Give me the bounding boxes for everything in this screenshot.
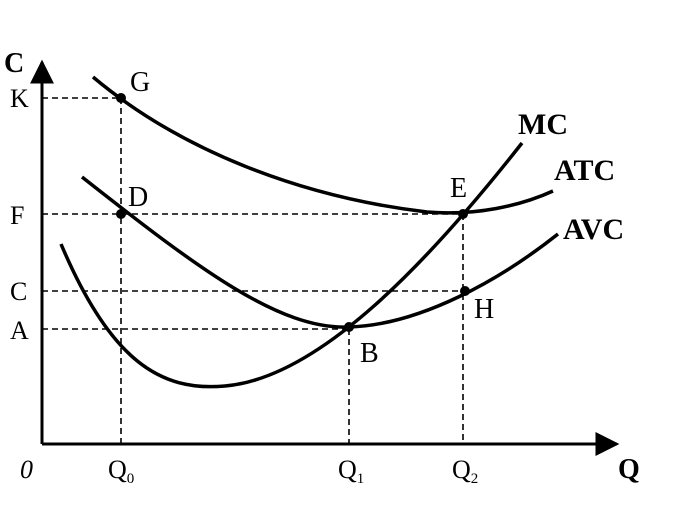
y-axis-label: C xyxy=(4,48,24,79)
x-axis-label: Q xyxy=(618,454,640,485)
point-b-label: B xyxy=(360,338,379,369)
point-b-dot xyxy=(344,322,354,332)
point-h-label: H xyxy=(474,294,494,325)
origin-label: 0 xyxy=(20,455,33,484)
point-e-dot xyxy=(458,209,468,219)
atc-curve xyxy=(91,75,554,215)
mc-curve xyxy=(59,141,524,389)
point-h-dot xyxy=(460,286,470,296)
mc-label: MC xyxy=(518,108,568,141)
y-tick-c: C xyxy=(10,277,27,306)
y-tick-k: K xyxy=(10,84,29,113)
points xyxy=(116,93,470,332)
atc-label: ATC xyxy=(554,154,615,187)
point-e-label: E xyxy=(450,173,467,204)
y-tick-a: A xyxy=(10,316,29,345)
x-tick-q1: Q1 xyxy=(338,455,364,487)
point-d-label: D xyxy=(128,182,148,213)
y-tick-f: F xyxy=(10,201,24,230)
point-g-dot xyxy=(116,93,126,103)
x-tick-q0: Q0 xyxy=(108,455,134,487)
x-tick-q2: Q2 xyxy=(452,455,478,487)
avc-label: AVC xyxy=(563,213,624,246)
point-d-dot xyxy=(116,209,126,219)
guide-lines xyxy=(42,97,465,444)
point-g-label: G xyxy=(130,67,150,98)
